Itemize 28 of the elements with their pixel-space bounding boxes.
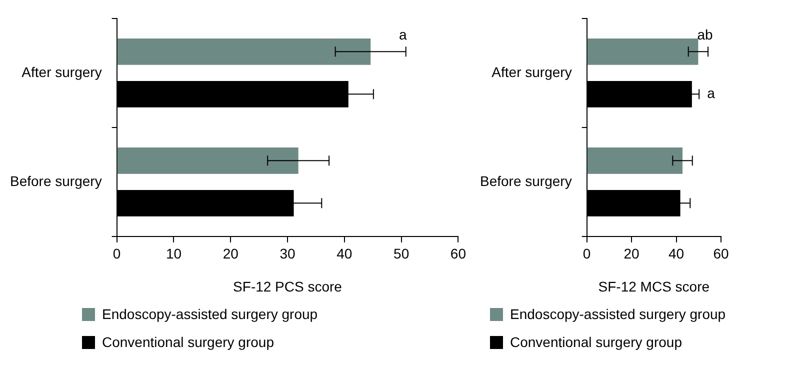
legend-label: Endoscopy-assisted surgery group <box>102 306 318 322</box>
bar <box>587 38 698 65</box>
x-tick-label: 0 <box>582 246 591 262</box>
bar <box>587 147 683 174</box>
y-tick-label: After surgery <box>22 64 102 80</box>
y-tick-label: After surgery <box>492 64 572 80</box>
annotation: a <box>707 85 716 102</box>
annotation: a <box>398 26 407 42</box>
x-tick-label: 20 <box>222 246 239 262</box>
x-tick-label: 40 <box>336 246 352 262</box>
x-tick-label: 30 <box>280 246 296 262</box>
annotation: ab <box>697 26 714 42</box>
x-axis-title: SF-12 PCS score <box>233 278 342 294</box>
x-tick-label: 50 <box>394 246 410 262</box>
legend-label: Conventional surgery group <box>102 334 274 350</box>
legend-label: Endoscopy-assisted surgery group <box>510 306 726 322</box>
x-tick-label: 40 <box>668 246 684 262</box>
x-axis-title: SF-12 MCS score <box>598 278 710 294</box>
x-tick-label: 60 <box>713 246 729 262</box>
bar <box>117 147 298 174</box>
x-tick-label: 20 <box>624 246 640 262</box>
y-tick-label: Before surgery <box>480 172 572 189</box>
y-tick-label: Before surgery <box>10 172 102 189</box>
legend-label: Conventional surgery group <box>510 334 682 350</box>
x-tick-label: 0 <box>112 246 121 262</box>
x-tick-label: 60 <box>450 246 466 262</box>
x-tick-label: 10 <box>166 246 182 262</box>
bar <box>117 38 371 65</box>
